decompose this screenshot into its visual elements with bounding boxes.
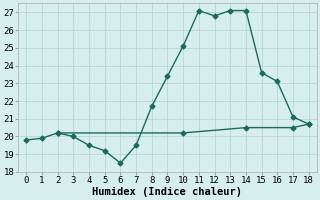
- X-axis label: Humidex (Indice chaleur): Humidex (Indice chaleur): [92, 186, 243, 197]
